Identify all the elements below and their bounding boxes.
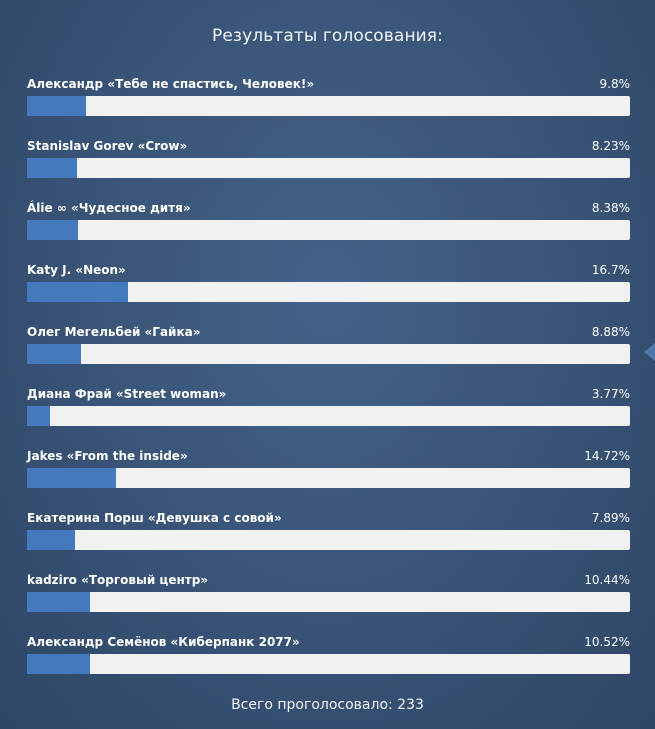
poll-option: Jakes «From the inside» 14.72% — [27, 449, 630, 511]
poll-results-list: Александр «Тебе не спастись, Человек!» 9… — [27, 77, 630, 697]
poll-option-bar-fill — [27, 220, 78, 240]
poll-option: Александр «Тебе не спастись, Человек!» 9… — [27, 77, 630, 139]
poll-option-bar-fill — [27, 468, 116, 488]
poll-option-bar — [27, 158, 630, 178]
poll-option-bar — [27, 654, 630, 674]
poll-option-bar-fill — [27, 96, 87, 116]
poll-option-bar-fill — [27, 344, 81, 364]
poll-option-bar-fill — [27, 530, 75, 550]
poll-option-percent: 16.7% — [591, 263, 630, 277]
poll-option-bar — [27, 592, 630, 612]
poll-title: Результаты голосования: — [212, 26, 443, 46]
poll-option: Диана Фрай «Street woman» 3.77% — [27, 387, 630, 449]
poll-option-bar-fill — [27, 406, 50, 426]
poll-option-label: Katy J. «Neon» — [27, 263, 126, 277]
poll-option: kadziro «Торговый центр» 10.44% — [27, 573, 630, 635]
poll-option-bar — [27, 406, 630, 426]
poll-option-label: Диана Фрай «Street woman» — [27, 387, 227, 401]
poll-option-percent: 8.88% — [591, 325, 630, 339]
poll-option-bar-fill — [27, 282, 128, 302]
poll-option-bar — [27, 530, 630, 550]
poll-option: Олег Мегельбей «Гайка» 8.88% — [27, 325, 630, 387]
poll-option: Екатерина Порш «Девушка с совой» 7.89% — [27, 511, 630, 573]
poll-option: Álie ∞ «Чудесное дитя» 8.38% — [27, 201, 630, 263]
poll-option-label: Александр Семёнов «Киберпанк 2077» — [27, 635, 300, 649]
poll-option-bar — [27, 96, 630, 116]
poll-option: Stanislav Gorev «Crow» 8.23% — [27, 139, 630, 201]
poll-option-percent: 8.23% — [591, 139, 630, 153]
poll-option-label: Олег Мегельбей «Гайка» — [27, 325, 201, 339]
poll-option-percent: 10.52% — [584, 635, 630, 649]
poll-option-percent: 7.89% — [591, 511, 630, 525]
poll-option-label: Álie ∞ «Чудесное дитя» — [27, 201, 191, 215]
poll-option-bar — [27, 344, 630, 364]
poll-option-label: Stanislav Gorev «Crow» — [27, 139, 188, 153]
poll-option: Katy J. «Neon» 16.7% — [27, 263, 630, 325]
poll-option: Александр Семёнов «Киберпанк 2077» 10.52… — [27, 635, 630, 697]
poll-option-label: Александр «Тебе не спастись, Человек!» — [27, 77, 315, 91]
poll-option-bar — [27, 282, 630, 302]
poll-option-bar — [27, 220, 630, 240]
poll-option-label: Jakes «From the inside» — [27, 449, 188, 463]
poll-option-bar-fill — [27, 592, 90, 612]
poll-option-percent: 10.44% — [584, 573, 630, 587]
poll-option-percent: 9.8% — [599, 77, 631, 91]
poll-total-votes: Всего проголосовало: 233 — [231, 697, 424, 713]
poll-option-bar-fill — [27, 158, 77, 178]
side-arrow-icon[interactable] — [644, 343, 655, 361]
poll-option-percent: 8.38% — [591, 201, 630, 215]
poll-option-percent: 3.77% — [591, 387, 630, 401]
poll-option-label: Екатерина Порш «Девушка с совой» — [27, 511, 282, 525]
poll-option-bar — [27, 468, 630, 488]
poll-option-bar-fill — [27, 654, 91, 674]
poll-option-label: kadziro «Торговый центр» — [27, 573, 209, 587]
poll-option-percent: 14.72% — [584, 449, 630, 463]
